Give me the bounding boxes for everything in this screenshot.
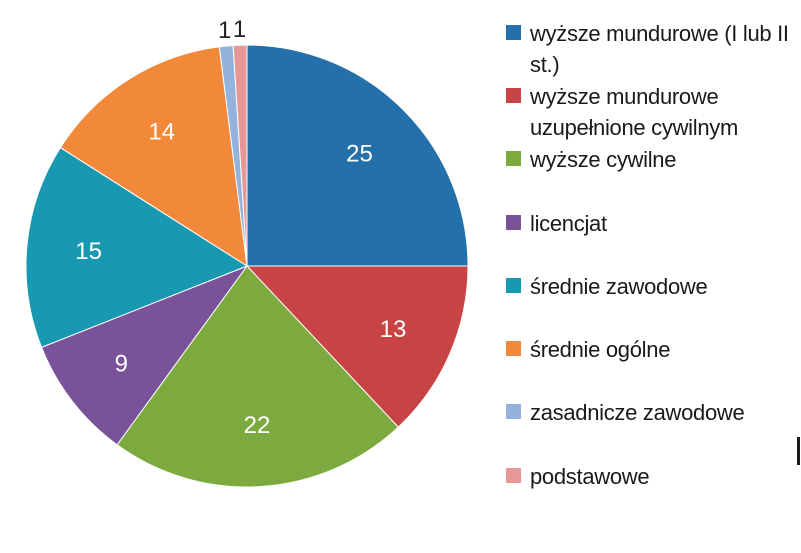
legend-swatch-0 xyxy=(506,25,521,40)
legend-label-5: średnie ogólne xyxy=(530,337,671,362)
legend-swatch-4 xyxy=(506,278,521,293)
slice-value-label-6: 1 xyxy=(218,17,231,44)
legend-label-1: wyższe mundurowe uzupełnione cywilnym xyxy=(530,84,738,140)
slice-value-label-1: 13 xyxy=(380,316,407,343)
legend-item-1: wyższe mundurowe uzupełnione cywilnym xyxy=(506,81,796,143)
pie-slice-0 xyxy=(246,44,469,267)
legend-label-3: licencjat xyxy=(530,211,607,236)
legend-item-4: średnie zawodowe xyxy=(506,271,796,302)
pie-slice-5 xyxy=(59,46,248,267)
legend-item-2: wyższe cywilne xyxy=(506,144,796,175)
legend-item-3: licencjat xyxy=(506,208,796,239)
legend-item-7: podstawowe xyxy=(506,461,796,492)
legend-swatch-1 xyxy=(506,88,521,103)
legend-swatch-2 xyxy=(506,151,521,166)
legend-label-7: podstawowe xyxy=(530,464,650,489)
slice-value-label-5: 14 xyxy=(148,119,175,146)
legend-label-0: wyższe mundurowe (I lub II st.) xyxy=(530,21,789,77)
pie-slice-7 xyxy=(232,44,248,267)
legend-item-6: zasadnicze zawodowe xyxy=(506,397,796,428)
legend-label-2: wyższe cywilne xyxy=(530,147,677,172)
legend-swatch-6 xyxy=(506,404,521,419)
pie-slice-4 xyxy=(25,146,249,349)
slice-value-label-3: 9 xyxy=(115,351,128,378)
slice-value-label-2: 22 xyxy=(244,412,271,439)
legend-label-6: zasadnicze zawodowe xyxy=(530,400,745,425)
slice-value-label-0: 25 xyxy=(346,141,373,168)
legend-swatch-3 xyxy=(506,215,521,230)
legend-label-4: średnie zawodowe xyxy=(530,274,708,299)
edge-mark xyxy=(797,437,800,465)
pie-slice-2 xyxy=(116,265,399,488)
pie-slice-1 xyxy=(245,265,469,428)
slice-value-label-4: 15 xyxy=(75,238,102,265)
slice-value-label-7: 1 xyxy=(233,16,246,43)
legend-item-5: średnie ogólne xyxy=(506,334,796,365)
legend-swatch-7 xyxy=(506,468,521,483)
legend-swatch-5 xyxy=(506,341,521,356)
legend-item-0: wyższe mundurowe (I lub II st.) xyxy=(506,18,796,80)
pie-slice-3 xyxy=(40,264,249,446)
